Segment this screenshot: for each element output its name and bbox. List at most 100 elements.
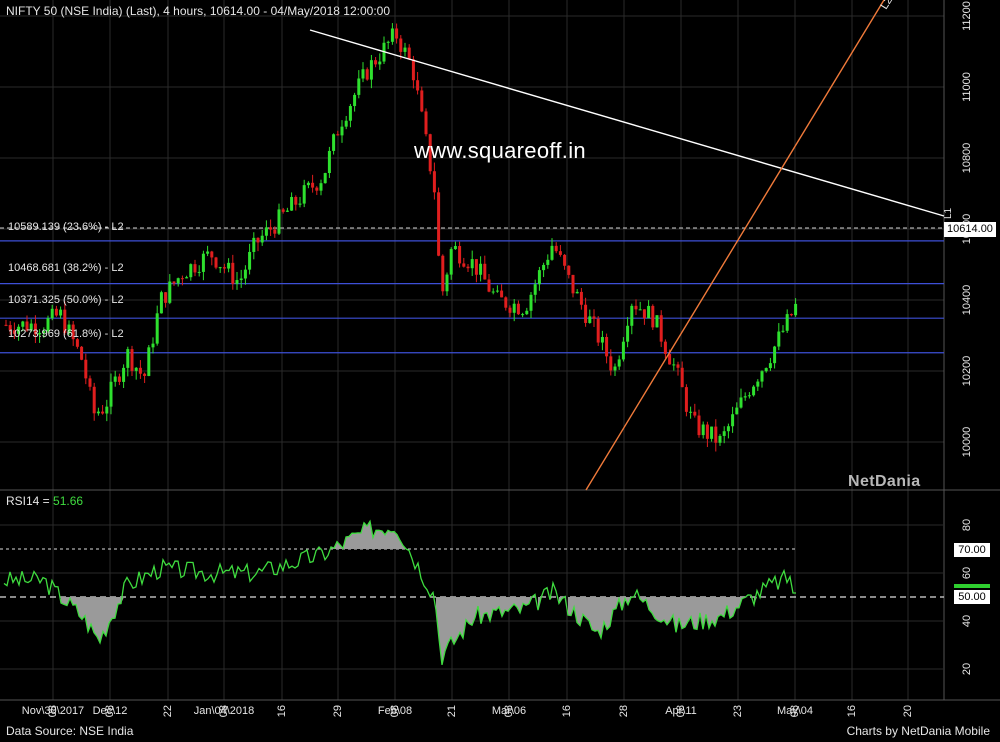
candle-body	[794, 303, 798, 316]
rsi-tick-label: 60	[961, 567, 973, 579]
candle-body	[752, 386, 756, 396]
candle-body	[348, 106, 352, 121]
candle-body	[764, 368, 768, 372]
candle-body	[210, 251, 214, 258]
x-tick-month: May\04	[777, 705, 813, 717]
candle-body	[369, 60, 373, 80]
candle-body	[558, 251, 562, 255]
candle-body	[563, 254, 567, 266]
candle-body	[689, 411, 693, 413]
rsi-tick-label: 20	[961, 663, 973, 675]
candle-body	[327, 150, 331, 174]
candle-body	[395, 28, 399, 39]
candle-body	[449, 249, 453, 275]
candle-body	[227, 262, 231, 269]
candle-body	[54, 308, 58, 316]
candle-body	[424, 111, 428, 135]
candle-body	[651, 305, 655, 328]
fib-label-23: 10589.139 (23.6%) - L2	[8, 221, 124, 233]
candle-body	[726, 426, 730, 432]
candle-body	[248, 251, 252, 270]
candle-body	[38, 332, 42, 335]
candle-body	[693, 411, 697, 416]
candle-body	[634, 305, 638, 310]
candle-body	[672, 364, 676, 366]
rsi-header: RSI14 = 51.66	[6, 494, 83, 508]
rsi-current-marker	[954, 584, 990, 588]
candle-body	[407, 47, 411, 60]
candle-body	[487, 279, 491, 292]
candle-body	[357, 78, 361, 95]
candle-body	[252, 237, 256, 252]
candle-body	[264, 227, 268, 236]
candle-body	[613, 366, 617, 371]
candle-body	[743, 396, 747, 398]
candle-body	[647, 305, 651, 319]
candle-body	[80, 346, 84, 360]
x-tick-day: 08	[47, 705, 59, 717]
candle-body	[46, 318, 50, 332]
candle-body	[29, 323, 33, 331]
candle-body	[714, 426, 718, 443]
x-tick-day: 21	[446, 705, 458, 717]
candle-body	[155, 313, 159, 344]
candle-body	[336, 134, 340, 136]
candle-body	[731, 414, 735, 427]
x-tick-day: 08	[104, 705, 116, 717]
last-price-tag: 10614.00	[944, 222, 996, 237]
candle-body	[521, 314, 525, 316]
candle-body	[256, 237, 260, 243]
candle-body	[525, 310, 529, 315]
candle-body	[760, 371, 764, 382]
candle-body	[17, 326, 21, 334]
candle-body	[63, 309, 67, 334]
candle-body	[567, 265, 571, 275]
x-tick-month: Apr\11	[665, 705, 697, 717]
candle-body	[365, 69, 369, 80]
candle-body	[575, 291, 579, 294]
x-tick-day: 23	[732, 705, 744, 717]
fib-label-61: 10273.969 (61.8%) - L2	[8, 328, 124, 340]
candle-body	[500, 290, 504, 298]
candle-body	[294, 196, 298, 205]
candle-body	[718, 435, 722, 443]
y-tick-label: 11200	[961, 1, 973, 31]
y-tick-label: 11000	[961, 72, 973, 102]
candle-body	[277, 209, 281, 234]
candle-body	[101, 411, 105, 414]
candle-body	[705, 424, 709, 439]
candle-body	[638, 309, 642, 311]
candle-body	[458, 246, 462, 264]
x-tick-month: Jan\04\2018	[194, 705, 255, 717]
y-tick-label: 10400	[961, 285, 973, 316]
candle-body	[231, 262, 235, 284]
x-tick-day: 08	[675, 705, 687, 717]
candle-body	[781, 330, 785, 332]
candle-body	[474, 259, 478, 275]
candle-body	[243, 269, 247, 279]
candle-body	[88, 378, 92, 387]
candle-body	[756, 381, 760, 387]
candle-body	[533, 284, 537, 295]
candle-body	[42, 331, 46, 333]
candle-body	[319, 183, 323, 191]
candle-body	[281, 209, 285, 212]
candle-body	[605, 336, 609, 357]
candle-body	[441, 255, 445, 292]
candle-body	[609, 356, 613, 371]
candle-body	[185, 277, 189, 279]
candle-body	[340, 126, 344, 136]
candle-body	[768, 363, 772, 369]
candle-body	[621, 341, 625, 360]
candle-body	[269, 227, 273, 230]
candle-body	[630, 305, 634, 326]
fib-label-50: 10371.325 (50.0%) - L2	[8, 294, 124, 306]
candle-body	[315, 187, 319, 191]
candle-body	[151, 343, 155, 348]
candle-body	[437, 192, 441, 256]
candle-body	[554, 245, 558, 252]
candle-body	[550, 245, 554, 260]
candle-body	[164, 292, 168, 303]
rsi-below-mid-fill	[61, 597, 763, 665]
candle-body	[420, 90, 424, 112]
